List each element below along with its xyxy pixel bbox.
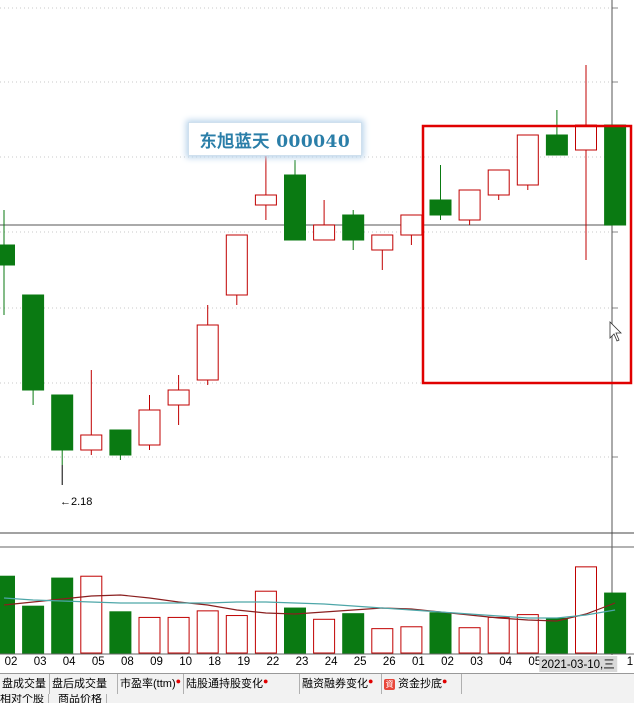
indicator-tab-label: 融资融券变化 [302,678,368,690]
tab-update-dot-icon: ● [263,676,269,686]
date-label: 10 [179,656,192,668]
candle-up [138,409,161,446]
tab-update-dot-icon: ● [368,676,374,686]
date-label: 25 [353,656,367,668]
candle-up [196,324,219,381]
date-label: 03 [33,656,47,668]
date-label: 01 [411,656,425,668]
indicator-tab-label: 资金抄底 [398,678,442,690]
indicator-tab[interactable]: 資资金抄底● [382,674,462,694]
stock-title-box: 东旭蓝天 000040 [188,122,362,156]
candle-down [429,199,452,216]
candle-down [342,214,365,241]
min-price-value: 2.18 [71,496,93,508]
date-label: 04 [499,656,513,668]
volume-bar-down [342,613,365,654]
date-label: 1 [626,656,634,668]
volume-bar-up [516,614,539,654]
volume-bar-down [429,612,452,654]
mouse-cursor-icon [609,321,622,342]
candle-up [516,134,539,186]
volume-bar-up [80,575,103,654]
indicator-tab-secondary[interactable]: 相对个股 [0,694,49,703]
indicator-tab-label: 盘后成交量 [52,678,107,690]
date-label: 18 [208,656,222,668]
date-label: 09 [150,656,163,668]
volume-bar-down [22,605,45,654]
date-label: 2021-03-10,三 [539,656,617,672]
candle-down [51,394,74,451]
candle-down [22,294,45,391]
date-label: 02 [4,656,18,668]
volume-bar-down [109,611,132,654]
date-label: 04 [62,656,76,668]
volume-bar-up [254,590,277,654]
candle-up [371,234,394,251]
volume-bar-up [458,627,481,654]
volume-bar-up [138,616,161,654]
indicator-tab[interactable]: 盘后成交量 [50,674,118,694]
volume-bar-down [604,592,627,654]
volume-bar-up [196,610,219,654]
candle-up [167,389,190,406]
fund-icon: 資 [384,678,395,690]
candle-down [604,124,627,226]
candle-up [400,214,423,236]
indicator-tab-label: 盘成交量 [2,678,46,690]
volume-bar-up [313,618,336,654]
indicator-tab-bar: 盘成交量 盘后成交量 市盈率(ttm)● 陆股通持股变化● 融资融券变化● 資资金抄底● [0,673,634,695]
candle-up [225,234,248,296]
volume-bar-up [167,616,190,654]
indicator-tab[interactable]: 陆股通持股变化● [184,674,300,694]
date-label: 22 [266,656,280,668]
candle-down [545,134,568,156]
volume-bar-up [400,626,423,654]
indicator-tab-label: 陆股通持股变化 [186,678,263,690]
volume-bar-up [487,616,510,654]
candlestick-chart[interactable] [0,0,634,655]
date-label: 19 [237,656,251,668]
indicator-tab-label: 市盈率(ttm) [120,678,176,690]
tab-update-dot-icon: ● [175,676,182,686]
candle-down [109,429,132,456]
volume-bar-down [0,575,15,654]
indicator-tab[interactable]: 市盈率(ttm)● [118,674,184,694]
candle-up [254,194,277,206]
min-price-label: ←2.18 [60,496,93,508]
candle-up [458,189,481,221]
volume-bar-down [284,607,306,654]
candle-up [487,169,510,196]
candle-up [80,434,103,451]
date-axis: 02 03 04 05 08 09 10 18 19 22 23 24 25 26 01 02 03 04 05 20… [0,655,634,672]
volume-bar-up [575,566,597,654]
candle-down [0,244,15,266]
date-label: 02 [441,656,454,668]
date-label: 05 [528,656,542,668]
volume-ma-line-1 [3,594,616,622]
candle-up [313,224,336,241]
date-label: 03 [470,656,483,668]
indicator-tab-secondary[interactable]: 商品价格 [58,694,107,703]
date-label: 05 [91,656,105,668]
volume-bar-up [225,615,248,654]
date-label: 24 [324,656,338,668]
tab-update-dot-icon: ● [442,676,448,686]
indicator-tab-bar-2: 相对个股 商品价格 [0,694,634,703]
candle-down [284,174,306,241]
date-label: 08 [120,656,134,668]
candle-up [575,124,597,151]
volume-ma-line-2 [3,597,616,619]
volume-bar-up [371,628,394,654]
volume-bar-down [51,577,74,654]
indicator-tab[interactable]: 融资融券变化● [300,674,382,694]
stock-title: 东旭蓝天 000040 [199,131,351,152]
indicator-tab[interactable]: 盘成交量 [0,674,50,694]
date-label: 23 [295,656,309,668]
date-label: 26 [382,656,396,668]
highlight-box [421,124,633,385]
volume-bar-down [545,617,568,654]
